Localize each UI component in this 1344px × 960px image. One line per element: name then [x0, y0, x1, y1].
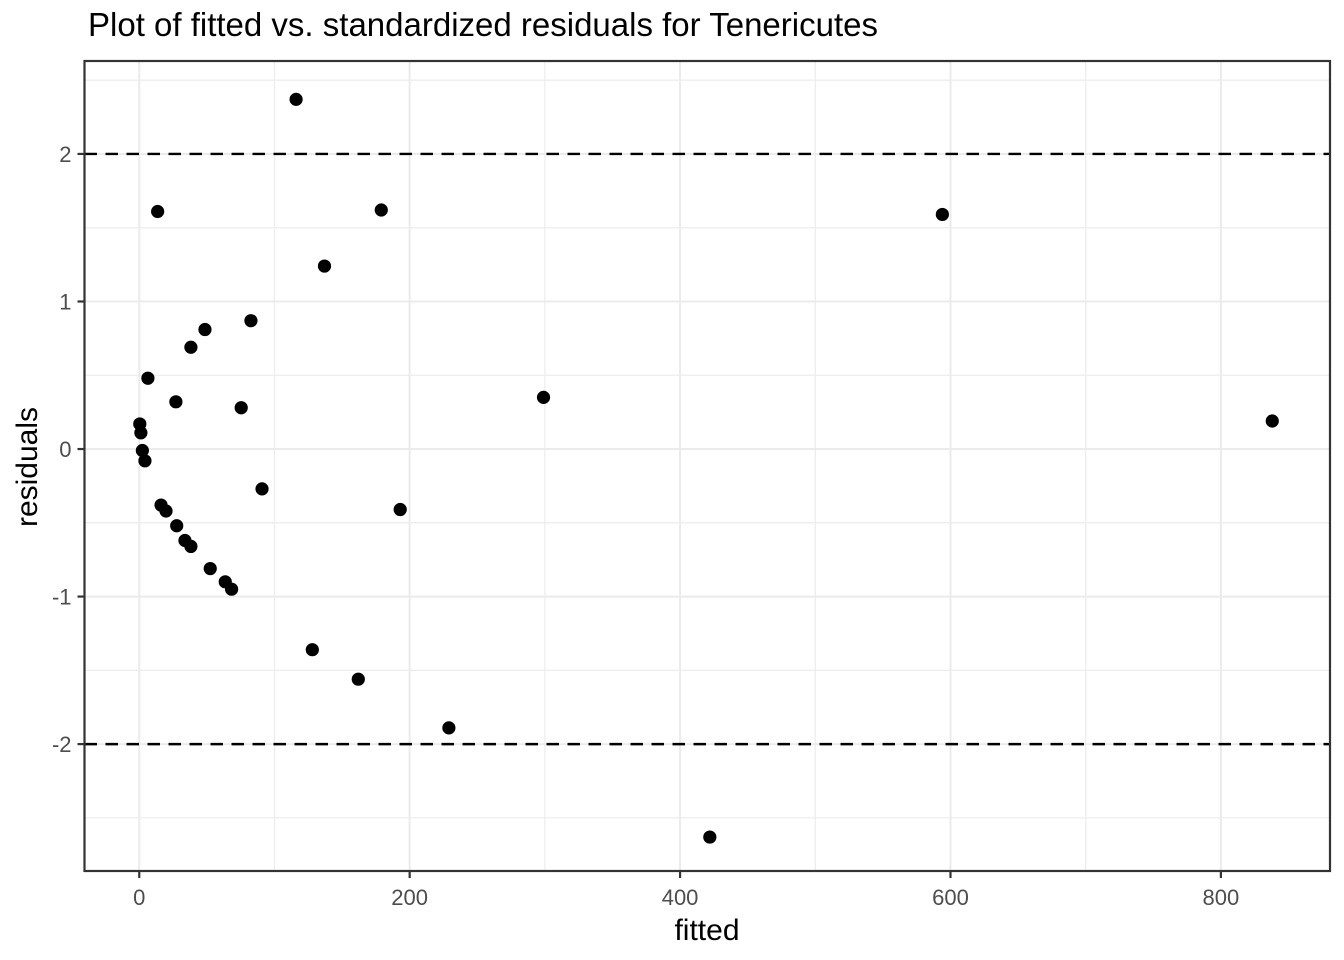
- y-axis-title: residuals: [11, 406, 44, 528]
- data-point: [151, 204, 165, 219]
- x-tick-label: 600: [932, 885, 969, 910]
- y-tick-label: 1: [59, 289, 71, 314]
- data-point: [184, 539, 198, 554]
- y-tick-label: 2: [59, 142, 71, 167]
- data-point: [170, 519, 184, 533]
- y-tick-label: -1: [52, 585, 72, 610]
- data-point: [234, 401, 248, 415]
- x-tick-label: 400: [662, 885, 699, 910]
- x-axis-title: fitted: [674, 914, 740, 947]
- panel-border: [83, 59, 1332, 873]
- data-point: [442, 721, 456, 735]
- data-point: [305, 643, 319, 657]
- data-point: [134, 426, 148, 440]
- x-tick-label: 200: [391, 885, 428, 910]
- x-tick-label: 800: [1203, 885, 1240, 910]
- data-point: [138, 454, 152, 468]
- data-point: [536, 390, 551, 404]
- data-point: [244, 314, 258, 328]
- data-point: [198, 322, 212, 337]
- y-tick-label: 0: [59, 437, 71, 462]
- data-point: [351, 672, 365, 686]
- data-point: [289, 92, 303, 106]
- data-point: [184, 340, 198, 354]
- data-point: [159, 504, 173, 518]
- y-tick-label: -2: [52, 732, 72, 757]
- data-point: [203, 561, 217, 576]
- data-point: [374, 203, 388, 217]
- data-point: [935, 207, 949, 222]
- panel-background: [84, 61, 1330, 871]
- data-point: [1265, 414, 1279, 428]
- x-tick-label: 0: [133, 885, 145, 910]
- data-point: [135, 443, 149, 458]
- data-point: [141, 371, 155, 385]
- data-point: [393, 502, 407, 517]
- data-point: [255, 482, 269, 496]
- data-point: [317, 259, 332, 273]
- data-point: [169, 395, 183, 409]
- data-point: [225, 582, 239, 596]
- data-point: [703, 830, 717, 844]
- chart-title: Plot of fitted vs. standardized residual…: [88, 6, 878, 43]
